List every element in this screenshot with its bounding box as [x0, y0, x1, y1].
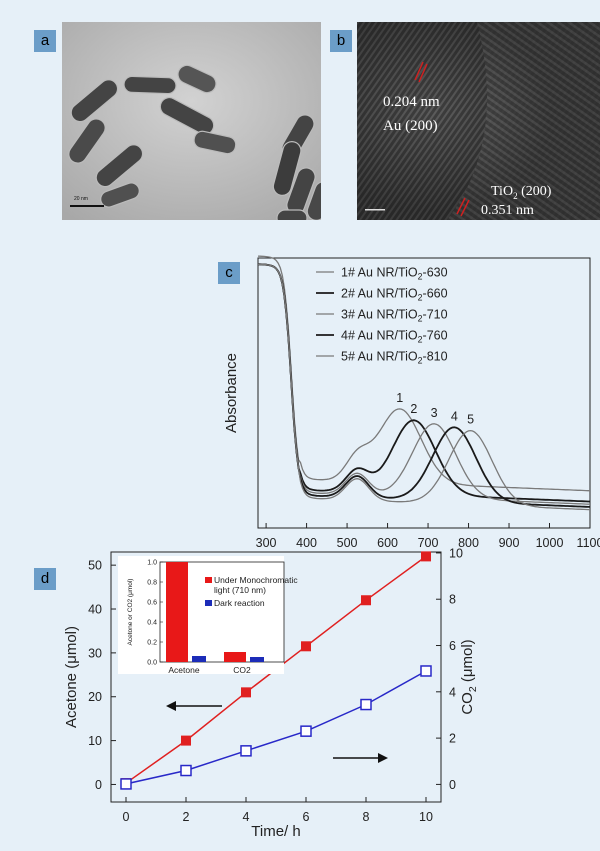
chart-d-ylabel: Acetone (μmol)	[63, 626, 80, 728]
hrtem-lattice-graphic	[357, 22, 600, 220]
chart-d-inset-category-label: CO2	[233, 665, 251, 675]
chart-d-inset-ytick-label: 1.0	[147, 560, 157, 567]
chart-d-point	[240, 745, 252, 757]
chart-d-point	[361, 595, 371, 606]
chart-d-inset-bg	[118, 556, 284, 674]
chart-d-inset-legend-entry: Under Monochromatic	[214, 575, 298, 585]
chart-d-point	[421, 551, 431, 562]
chart-d-inset-category-label: Acetone	[168, 665, 199, 675]
chart-d-xtick-label: 2	[183, 810, 190, 824]
chart-d-y2tick-label: 10	[449, 546, 463, 560]
chart-c-legend-entry: 5# Au NR/TiO2-810	[341, 350, 448, 366]
chart-d-xtick-label: 0	[123, 810, 130, 824]
chart-d-xtick-label: 6	[303, 810, 310, 824]
chart-d-y2tick-label: 2	[449, 732, 456, 746]
chart-c-xtick-label: 1100	[577, 536, 600, 550]
chart-c-xtick-label: 500	[337, 536, 358, 550]
chart-d-inset-ytick-label: 0.6	[147, 600, 157, 607]
chart-d-inset-legend-entry: Dark reaction	[214, 598, 265, 608]
chart-d-y2tick-label: 6	[449, 639, 456, 653]
chart-d-ytick-label: 30	[88, 646, 102, 660]
chart-d-xtick-label: 8	[363, 810, 370, 824]
hrtem-image-b: 0.204 nm Au (200) TiO2 (200) 0.351 nm	[357, 22, 600, 220]
chart-d-y2tick-label: 4	[449, 685, 456, 699]
chart-c-series-line	[257, 255, 590, 492]
chart-d-inset-ytick-label: 0.4	[147, 620, 157, 627]
tem-image-a: 20 nm	[62, 22, 321, 220]
panel-label-b: b	[330, 30, 352, 52]
chart-d-inset-ylabel: Acetone or CO2 (μmol)	[127, 579, 134, 646]
chart-d-point	[241, 687, 251, 698]
chart-d-inset-legend-entry-cont: light (710 nm)	[214, 585, 266, 595]
chart-c-xtick-label: 900	[499, 536, 520, 550]
chart-d-inset-bar	[192, 656, 206, 662]
chart-d-inset-legend-swatch	[205, 600, 212, 606]
chart-d-point	[420, 665, 432, 677]
chart-d-left-arrowhead	[166, 701, 176, 711]
chart-d-point	[360, 698, 372, 711]
au-plane-text: Au (200)	[383, 118, 438, 134]
chart-c-peak-label: 4	[451, 409, 458, 423]
chart-d-point	[180, 764, 192, 777]
panel-label-c: c	[218, 262, 240, 284]
chart-d-xtick-label: 10	[419, 810, 433, 824]
chart-d-ytick-label: 10	[88, 734, 102, 748]
chart-c-peak-label: 2	[410, 402, 417, 416]
chart-c-xtick-label: 1000	[536, 536, 564, 550]
chart-c-xtick-label: 400	[296, 536, 317, 550]
chart-d-series-line	[125, 555, 427, 784]
chart-d-inset-frame	[159, 561, 285, 663]
panel-label-a: a	[34, 30, 56, 52]
chart-c-peak-label: 3	[431, 406, 438, 420]
chart-c-series-line	[257, 263, 590, 508]
tio2-spacing-text: 0.351 nm	[481, 203, 534, 218]
panel-label-d: d	[34, 568, 56, 590]
chart-c-peak-label: 5	[467, 413, 474, 427]
chart-d-inset-bar	[224, 652, 246, 662]
chart-c-series-line	[257, 263, 590, 511]
chart-c-xtick-label: 800	[458, 536, 479, 550]
chart-d-inset-bar	[166, 562, 188, 662]
chart-d-point	[121, 778, 131, 789]
chart-c-peak-label: 1	[396, 391, 403, 405]
chart-d-ytick-label: 20	[88, 690, 102, 704]
chart-d-inset-ytick-label: 0.8	[147, 580, 157, 587]
chart-d-y2label: CO2 (μmol)	[459, 639, 479, 714]
chart-c-legend-entry: 1# Au NR/TiO2-630	[341, 266, 448, 282]
chart-c-xtick-label: 700	[418, 536, 439, 550]
chart-d-y2tick-label: 8	[449, 593, 456, 607]
chart-d-xlabel: Time/ h	[251, 823, 300, 840]
tem-nanorods-graphic	[62, 22, 321, 220]
chart-c-frame	[257, 257, 591, 529]
chart-d-inset-legend-swatch	[205, 577, 212, 583]
chart-c-legend-entry: 4# Au NR/TiO2-760	[341, 329, 448, 345]
chart-d-ytick-label: 50	[88, 559, 102, 573]
chart-c-series-line	[257, 263, 590, 505]
chart-d-xtick-label: 4	[243, 810, 250, 824]
chart-c-legend-entry: 3# Au NR/TiO2-710	[341, 308, 448, 324]
tem-scale-text: 20 nm	[74, 196, 88, 202]
chart-d-inset-ytick-label: 0.2	[147, 640, 157, 647]
chart-d-point	[181, 735, 191, 746]
chart-d-point	[301, 641, 311, 652]
chart-d-ytick-label: 40	[88, 603, 102, 617]
chart-c-ylabel: Absorbance	[223, 353, 240, 433]
chart-d-ytick-label: 0	[95, 778, 102, 792]
chart-d-frame	[110, 551, 442, 803]
chart-d-point	[300, 725, 312, 737]
chart-c-xtick-label: 300	[256, 536, 277, 550]
chart-d-y2tick-label: 0	[449, 778, 456, 792]
chart-d-point	[120, 778, 132, 790]
chart-c-series-line	[257, 263, 590, 503]
chart-d-inset-bar	[250, 657, 264, 662]
chart-d-series-line	[125, 670, 427, 785]
chart-d-inset-ytick-label: 0.0	[147, 660, 157, 667]
chart-c-xtick-label: 600	[377, 536, 398, 550]
au-spacing-text: 0.204 nm	[383, 94, 440, 110]
chart-d-right-arrowhead	[378, 753, 388, 763]
tio2-plane-text: TiO2 (200)	[491, 184, 552, 201]
chart-c-legend-entry: 2# Au NR/TiO2-660	[341, 287, 448, 303]
